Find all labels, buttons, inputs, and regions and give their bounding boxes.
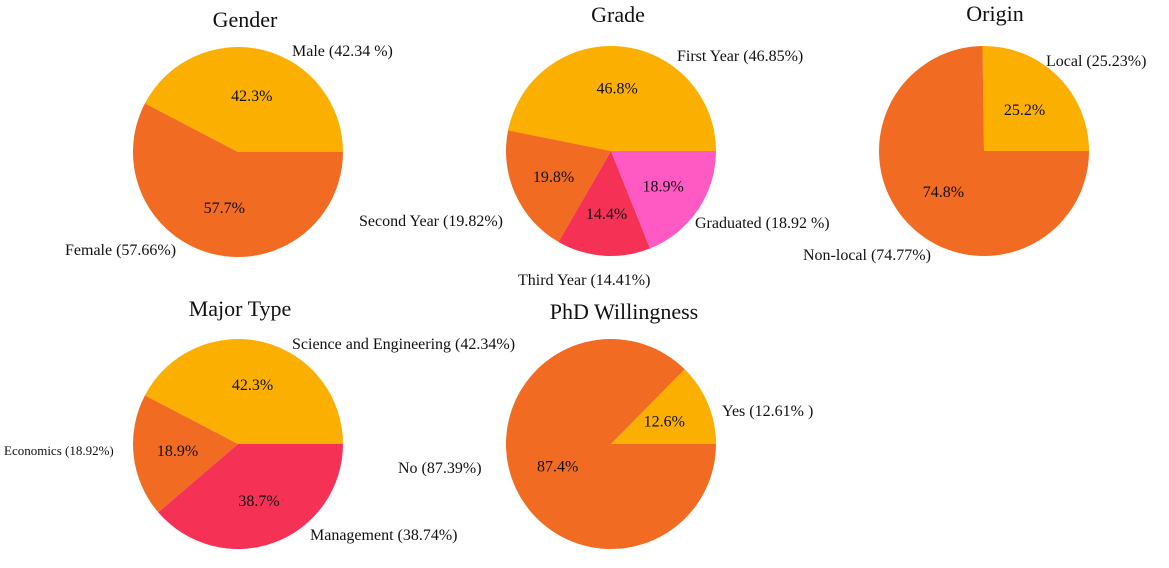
pie-slice (611, 151, 716, 249)
major-type-slice-label-economics: Economics (18.92%) (4, 443, 114, 458)
phd-willingness-pie: 12.6% 87.4% (506, 338, 716, 549)
pie-slice (506, 130, 611, 242)
grade-slice-label-first-year: First Year (46.85%) (677, 48, 803, 65)
grade-pie: 46.8% 19.8% 14.4% 18.9% (506, 45, 716, 256)
pie-percent-label: 12.6% (644, 414, 685, 431)
origin-pie: 25.2% 74.8% (879, 45, 1089, 256)
pie-percent-label: 74.8% (923, 184, 964, 201)
grade-chart-title: Grade (591, 2, 645, 27)
pie-percent-label: 87.4% (537, 458, 578, 475)
gender-chart: Gender 42.3% 57.7% Male (42.34 %) Female … (65, 7, 393, 259)
pie-percent-label: 46.8% (597, 80, 638, 97)
pie-slice (144, 47, 343, 152)
grade-slice-label-graduated: Graduated (18.92 %) (695, 215, 830, 232)
pie-percent-label: 42.3% (231, 88, 272, 105)
major-type-slice-label-science-engineering: Science and Engineering (42.34%) (292, 336, 515, 353)
grade-slice-label-second-year: Second Year (19.82%) (359, 213, 503, 230)
phd-slice-label-yes: Yes (12.61% ) (722, 403, 813, 420)
pie-percent-label: 14.4% (586, 206, 627, 223)
major-type-slice-label-management: Management (38.74%) (310, 527, 458, 544)
pie-slice (611, 369, 716, 444)
pie-slice (879, 46, 1089, 256)
pie-slice (133, 395, 238, 513)
pie-percent-label: 57.7% (204, 200, 245, 217)
pie-percent-label: 19.8% (533, 169, 574, 186)
gender-chart-title: Gender (213, 7, 278, 32)
major-type-chart: Major Type 42.3% 18.9% 38.7% Science and E… (4, 296, 515, 549)
pie-slice (982, 45, 1089, 151)
pie-slice (144, 339, 343, 444)
gender-slice-label-male: Male (42.34 %) (292, 43, 393, 60)
pie-slice (158, 444, 343, 549)
origin-chart: Origin 25.2% 74.8% Local (25.23%) Non-loc… (803, 1, 1146, 264)
major-type-pie: 42.3% 18.9% 38.7% (133, 339, 343, 549)
pie-percent-label: 25.2% (1004, 102, 1045, 119)
phd-willingness-chart: PhD Willingness 12.6% 87.4% Yes (12.61% )… (398, 299, 813, 549)
major-type-chart-title: Major Type (189, 296, 292, 321)
gender-pie: 42.3% 57.7% (133, 47, 343, 258)
grade-slice-label-third-year: Third Year (14.41%) (518, 272, 650, 289)
origin-chart-title: Origin (966, 1, 1023, 26)
phd-willingness-chart-title: PhD Willingness (550, 299, 698, 324)
gender-slice-label-female: Female (57.66%) (65, 242, 176, 259)
phd-slice-label-no: No (87.39%) (398, 460, 482, 477)
origin-slice-label-local: Local (25.23%) (1046, 53, 1146, 70)
pie-percent-label: 18.9% (157, 443, 198, 460)
pie-percent-label: 18.9% (643, 178, 684, 195)
pie-slice (508, 45, 716, 151)
pie-slice (558, 151, 651, 256)
pie-slice (506, 338, 716, 549)
pie-percent-label: 42.3% (232, 377, 273, 394)
pie-percent-label: 38.7% (238, 493, 279, 510)
origin-slice-label-non-local: Non-local (74.77%) (803, 247, 931, 264)
pie-slice (133, 103, 343, 258)
grade-chart: Grade 46.8% 19.8% 14.4% 18.9% First Year (4… (359, 2, 830, 289)
